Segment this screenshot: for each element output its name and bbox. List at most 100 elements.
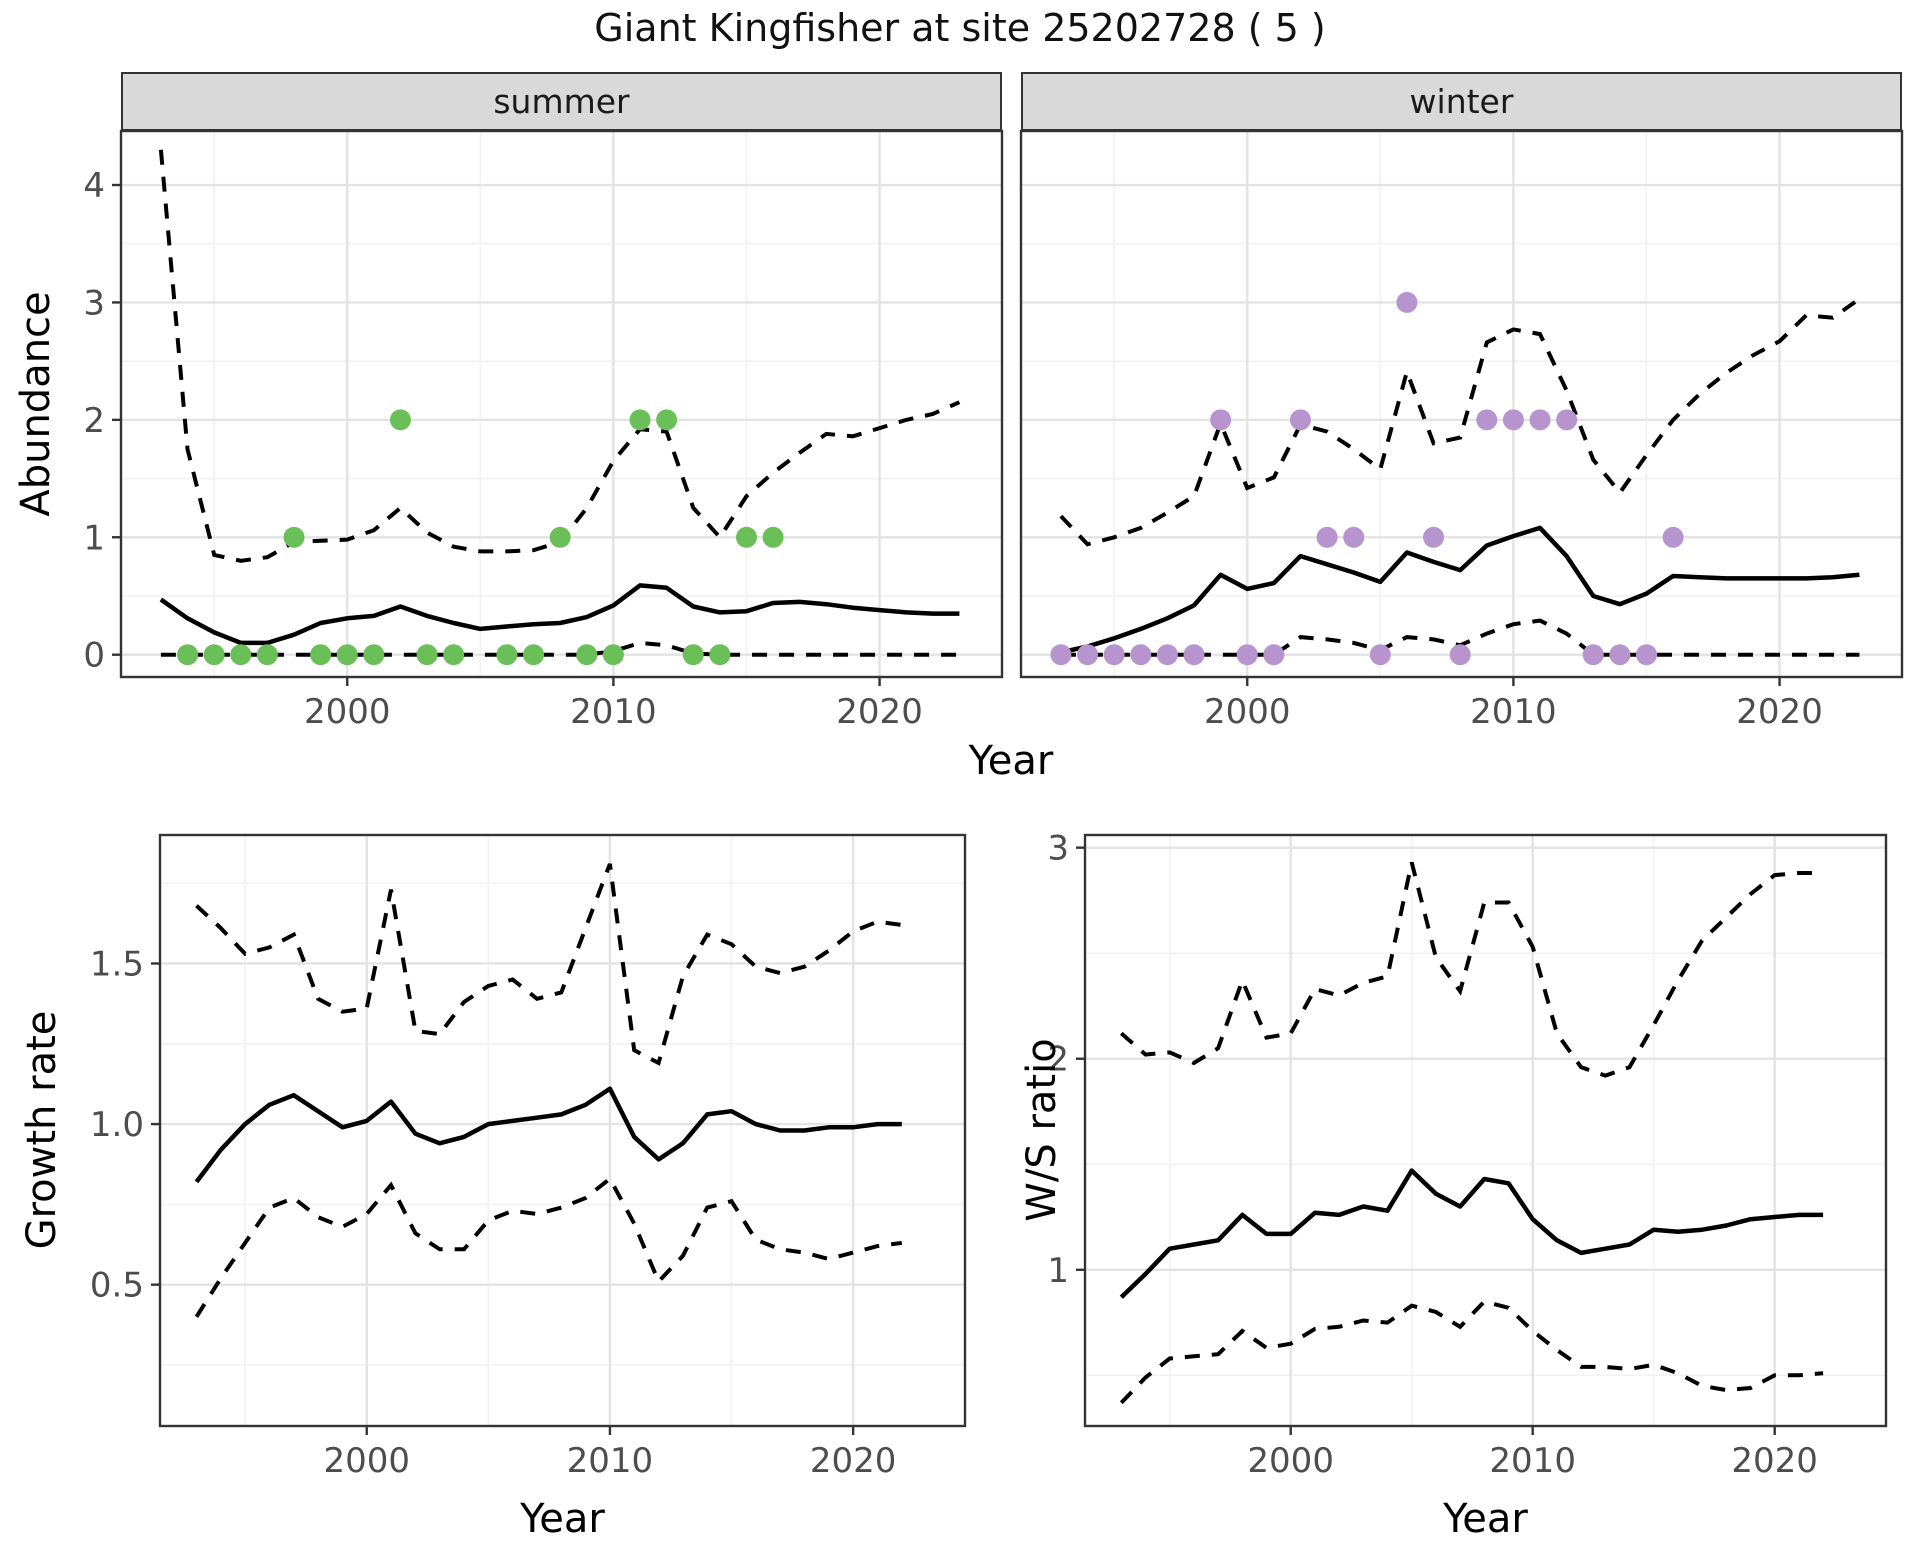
panel-ws_ratio: 2000 2010 2020 1 2 3 [1047,829,1888,1481]
y-tick-label: 1.0 [90,1105,144,1145]
panel-background-ws_ratio [1085,835,1886,1426]
y-tick-label: 0 [83,636,105,676]
y-tick-label: 3 [1047,829,1069,869]
x-tick-label: 2020 [810,1441,897,1481]
y-tick-label: 0.5 [90,1266,144,1306]
y-tick-label: 2 [1047,1040,1069,1080]
observation-point-abundance_winter [1183,644,1205,666]
observation-point-abundance_summer [523,644,545,666]
median-line-abundance_summer [159,583,960,646]
facet-strip-summer-label: summer [493,82,630,121]
upper-interval-line-abundance_winter [1059,297,1861,547]
y-tick-label: 1.5 [90,944,144,984]
x-tick-label: 2020 [1731,1441,1818,1481]
observation-point-abundance_summer [203,644,225,666]
observation-point-abundance_summer [602,644,624,666]
x-tick-label: 2010 [1489,1441,1576,1481]
observation-point-abundance_winter [1263,644,1285,666]
facet-strip-winter: winter [1021,72,1902,131]
observation-point-abundance_summer [682,644,704,666]
page-title: Giant Kingfisher at site 25202728 ( 5 ) [594,6,1326,50]
observation-point-abundance_winter [1396,291,1418,313]
y-axis-title-ws-ratio: W/S ratio [1019,1038,1065,1222]
y-axis-title-abundance: Abundance [13,291,59,517]
observation-point-abundance_winter [1236,644,1258,666]
observation-point-abundance_summer [629,409,651,431]
panel-background-growth_rate [160,835,965,1426]
x-tick-label: 2000 [1204,692,1291,732]
panel-border-growth_rate [158,833,967,1428]
y-tick-label: 4 [83,166,105,206]
median-line-abundance_winter [1060,525,1860,655]
x-tick-label: 2010 [570,692,657,732]
y-tick-label: 3 [83,283,105,323]
observation-point-abundance_summer [336,644,358,666]
observation-point-abundance_summer [576,644,598,666]
x-tick-label: 2000 [304,692,391,732]
x-tick-label: 2000 [1247,1441,1334,1481]
observation-point-abundance_summer [177,644,199,666]
observation-point-abundance_summer [549,526,571,548]
observation-point-abundance_summer [363,644,385,666]
y-axis-title-growth-rate: Growth rate [19,1010,65,1250]
observation-point-abundance_winter [1502,409,1524,431]
median-line-growth_rate [194,1086,902,1184]
observation-point-abundance_summer [709,644,731,666]
observation-point-abundance_winter [1210,409,1232,431]
x-axis-title-growth: Year [520,1496,605,1542]
panel-border-abundance_summer [119,129,1004,679]
panel-growth_rate: 2000 2010 2020 0.5 1.0 1.5 [90,833,967,1481]
observation-point-abundance_winter [1050,644,1072,666]
observation-point-abundance_winter [1103,644,1125,666]
panel-border-ws_ratio [1083,833,1888,1428]
observation-point-abundance_summer [310,644,332,666]
observation-point-abundance_winter [1343,526,1365,548]
observation-point-abundance_winter [1635,644,1657,666]
observation-point-abundance_winter [1582,644,1604,666]
lower-interval-line-ws_ratio [1119,1299,1824,1405]
x-tick-label: 2020 [1736,692,1823,732]
x-tick-label: 2020 [836,692,923,732]
observation-point-abundance_summer [762,526,784,548]
x-axis-title-top: Year [968,738,1054,784]
observation-point-abundance_summer [389,409,411,431]
observation-point-abundance_summer [230,644,252,666]
observation-point-abundance_summer [656,409,678,431]
upper-interval-line-ws_ratio [1119,861,1824,1078]
facet-strip-winter-label: winter [1409,82,1514,121]
observation-point-abundance_winter [1289,409,1311,431]
observation-point-abundance_winter [1449,644,1471,666]
facet-strip-summer: summer [121,72,1002,131]
observation-point-abundance_winter [1476,409,1498,431]
observation-point-abundance_summer [443,644,465,666]
observation-point-abundance_winter [1556,409,1578,431]
x-axis-title-ws: Year [1443,1496,1528,1542]
observation-point-abundance_winter [1662,526,1684,548]
x-tick-label: 2010 [567,1441,654,1481]
panel-abundance_summer: 2000 2010 2020 0 1 2 3 4 [83,129,1004,732]
panel-border-abundance_winter [1019,129,1904,679]
y-tick-label: 1 [1047,1251,1069,1291]
observation-point-abundance_summer [496,644,518,666]
observation-point-abundance_summer [735,526,757,548]
observation-point-abundance_winter [1423,526,1445,548]
lower-interval-line-growth_rate [194,1175,903,1318]
observation-point-abundance_winter [1156,644,1178,666]
y-tick-label: 1 [83,518,105,558]
observation-point-abundance_summer [416,644,438,666]
panel-background-abundance_winter [1021,131,1902,677]
observation-point-abundance_winter [1369,644,1391,666]
observation-point-abundance_winter [1077,644,1099,666]
x-tick-label: 2000 [323,1441,410,1481]
panel-background-abundance_summer [121,131,1002,677]
panel-abundance_winter: 2000 2010 2020 [1019,129,1904,732]
y-tick-label: 2 [83,401,105,441]
observation-point-abundance_winter [1609,644,1631,666]
observation-point-abundance_winter [1130,644,1152,666]
observation-point-abundance_winter [1529,409,1551,431]
observation-point-abundance_summer [283,526,305,548]
x-tick-label: 2010 [1470,692,1557,732]
observation-point-abundance_summer [256,644,278,666]
